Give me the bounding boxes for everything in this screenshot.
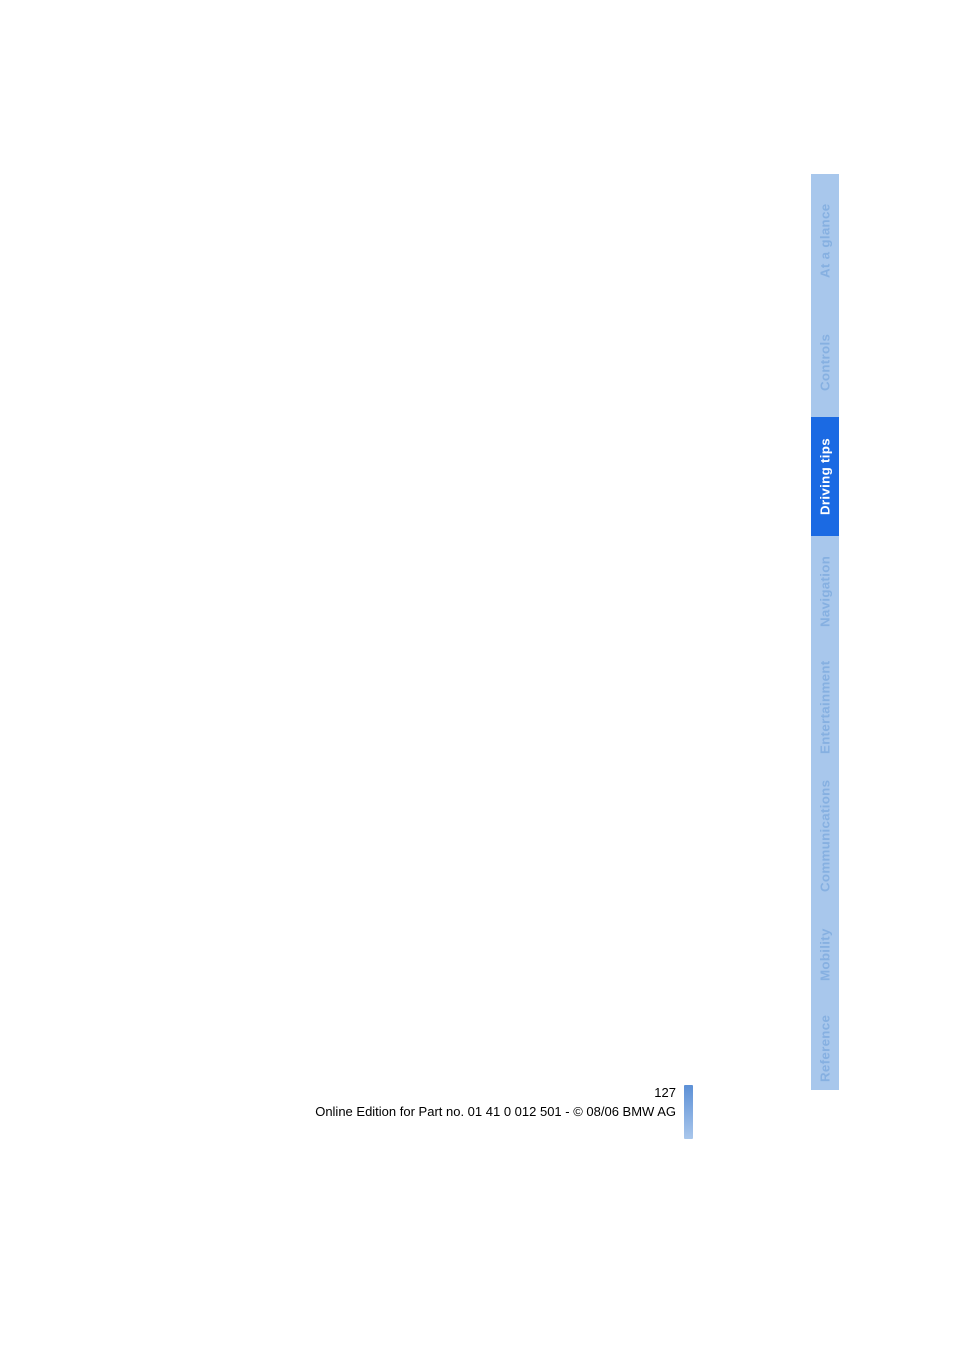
tab-reference[interactable]: Reference — [811, 1007, 839, 1090]
tab-label: Driving tips — [818, 438, 833, 515]
tab-driving-tips[interactable]: Driving tips — [811, 417, 839, 536]
tab-controls[interactable]: Controls — [811, 308, 839, 417]
tab-label: Communications — [818, 780, 833, 892]
tab-label: Mobility — [818, 929, 833, 982]
tab-communications[interactable]: Communications — [811, 769, 839, 903]
tab-entertainment[interactable]: Entertainment — [811, 646, 839, 769]
tab-label: Reference — [818, 1015, 833, 1082]
section-tabstrip: At a glance Controls Driving tips Naviga… — [811, 174, 839, 1090]
page-number: 127 — [654, 1085, 676, 1100]
footer-edition-line: Online Edition for Part no. 01 41 0 012 … — [315, 1104, 676, 1119]
page: At a glance Controls Driving tips Naviga… — [0, 0, 954, 1351]
tab-label: Controls — [818, 334, 833, 391]
tab-label: Navigation — [818, 555, 833, 626]
tab-at-a-glance[interactable]: At a glance — [811, 174, 839, 308]
tab-label: Entertainment — [818, 661, 833, 755]
tab-mobility[interactable]: Mobility — [811, 903, 839, 1007]
footer-accent-bar — [684, 1085, 693, 1139]
tab-navigation[interactable]: Navigation — [811, 536, 839, 646]
tab-label: At a glance — [818, 204, 833, 278]
